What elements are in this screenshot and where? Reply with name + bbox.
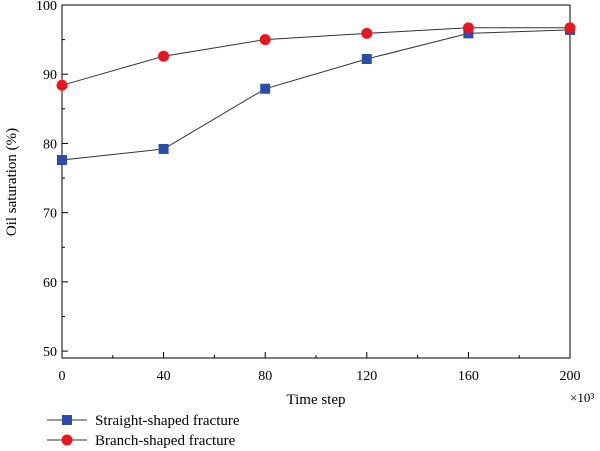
y-tick-label: 80: [43, 137, 57, 152]
x-tick-label: 40: [157, 369, 171, 384]
x-axis-label: Time step: [286, 392, 345, 408]
y-tick-label: 60: [43, 276, 57, 291]
plot-frame: [61, 4, 571, 359]
y-axis-label: Oil saturation (%): [4, 128, 20, 236]
legend-label: Branch-shaped fracture: [95, 433, 236, 449]
data-point: [158, 143, 169, 154]
legend: Straight-shaped fracture Branch-shaped fr…: [47, 413, 240, 449]
x-tick-label: 80: [258, 369, 272, 384]
data-point: [260, 83, 271, 94]
axes: 50 60 70 80 90 100 0 40 80 120 160 200: [36, 0, 581, 384]
data-point: [564, 22, 576, 34]
data-point: [158, 50, 170, 62]
series-markers: [56, 22, 576, 166]
data-point: [361, 53, 372, 64]
series-lines: [61, 27, 571, 161]
data-point: [462, 22, 474, 34]
y-tick-label: 50: [43, 345, 57, 360]
y-tick-label: 100: [36, 0, 57, 14]
data-point: [259, 34, 271, 46]
data-point: [56, 79, 68, 91]
data-point: [361, 27, 373, 39]
data-point: [463, 28, 474, 39]
y-tick-label: 90: [43, 68, 57, 83]
x-tick-label: 0: [59, 369, 66, 384]
data-point: [57, 155, 67, 166]
x-axis-multiplier: ×10³: [570, 390, 594, 405]
legend-marker: [62, 415, 72, 425]
x-tick-label: 160: [458, 369, 479, 384]
legend-marker: [61, 434, 73, 446]
x-tick-label: 120: [356, 369, 377, 384]
x-tick-label: 200: [560, 369, 581, 384]
series-line: [61, 27, 570, 86]
legend-label: Straight-shaped fracture: [95, 413, 240, 429]
y-tick-label: 70: [43, 207, 57, 222]
series-line: [61, 29, 571, 161]
